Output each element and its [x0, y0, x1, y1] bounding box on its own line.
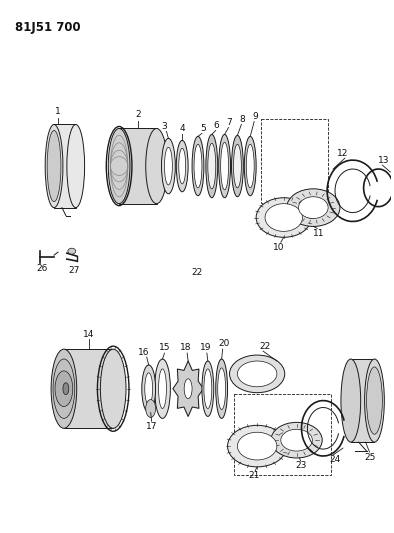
Text: 2: 2	[135, 110, 141, 119]
Ellipse shape	[246, 144, 254, 188]
Ellipse shape	[265, 204, 303, 231]
Ellipse shape	[158, 369, 166, 408]
Ellipse shape	[100, 349, 126, 429]
Bar	[54, 125, 76, 208]
Text: 15: 15	[159, 343, 170, 352]
Ellipse shape	[146, 128, 167, 204]
Ellipse shape	[108, 128, 130, 204]
Text: 16: 16	[138, 348, 149, 357]
Ellipse shape	[164, 147, 172, 185]
Ellipse shape	[256, 198, 311, 237]
Text: 4: 4	[179, 124, 185, 133]
Ellipse shape	[244, 136, 256, 196]
Text: 5: 5	[200, 124, 206, 133]
Bar	[234, 394, 331, 475]
Ellipse shape	[299, 197, 328, 219]
Text: 27: 27	[68, 266, 80, 276]
Ellipse shape	[216, 359, 228, 418]
Ellipse shape	[142, 365, 156, 413]
Text: 9: 9	[252, 112, 258, 121]
Text: 13: 13	[377, 156, 389, 165]
Ellipse shape	[221, 142, 229, 190]
Bar	[351, 359, 374, 442]
Ellipse shape	[202, 361, 214, 416]
Ellipse shape	[146, 400, 156, 417]
Ellipse shape	[47, 131, 61, 201]
Ellipse shape	[281, 429, 312, 451]
Ellipse shape	[287, 189, 340, 227]
Ellipse shape	[45, 125, 63, 208]
Text: 22: 22	[191, 269, 203, 278]
Text: 24: 24	[329, 456, 341, 464]
Text: 8: 8	[240, 115, 245, 124]
Bar	[261, 118, 328, 203]
Ellipse shape	[204, 369, 212, 408]
Text: 14: 14	[83, 330, 94, 339]
Ellipse shape	[271, 422, 322, 458]
Ellipse shape	[364, 359, 384, 442]
Ellipse shape	[238, 361, 277, 387]
Text: 10: 10	[273, 243, 284, 252]
Ellipse shape	[232, 135, 243, 197]
Ellipse shape	[208, 143, 216, 189]
Ellipse shape	[341, 359, 361, 442]
Ellipse shape	[53, 359, 75, 418]
Ellipse shape	[238, 432, 277, 460]
Polygon shape	[173, 361, 203, 416]
Text: 20: 20	[218, 338, 229, 348]
Ellipse shape	[68, 248, 76, 254]
Text: 12: 12	[337, 149, 349, 158]
Ellipse shape	[63, 383, 69, 394]
Ellipse shape	[145, 373, 152, 405]
Ellipse shape	[234, 144, 242, 188]
Ellipse shape	[176, 140, 188, 192]
Ellipse shape	[51, 349, 77, 429]
Ellipse shape	[179, 148, 186, 184]
Ellipse shape	[218, 368, 226, 409]
Ellipse shape	[67, 125, 85, 208]
Text: 6: 6	[214, 121, 219, 130]
Ellipse shape	[184, 379, 192, 399]
Text: 26: 26	[37, 264, 48, 273]
Ellipse shape	[194, 144, 202, 188]
Ellipse shape	[230, 355, 285, 393]
Ellipse shape	[206, 134, 218, 198]
Text: 3: 3	[162, 122, 167, 131]
Ellipse shape	[55, 371, 73, 407]
Text: 23: 23	[296, 462, 307, 471]
Text: 1: 1	[55, 107, 61, 116]
Bar	[119, 128, 156, 204]
Text: 17: 17	[146, 422, 157, 431]
Ellipse shape	[366, 367, 382, 434]
Ellipse shape	[154, 359, 170, 418]
Text: 11: 11	[312, 229, 324, 238]
Ellipse shape	[228, 425, 287, 467]
Ellipse shape	[219, 134, 230, 198]
Ellipse shape	[162, 139, 175, 194]
Text: 81J51 700: 81J51 700	[15, 21, 80, 34]
Text: 22: 22	[259, 342, 271, 351]
Ellipse shape	[192, 136, 204, 196]
Text: 18: 18	[180, 343, 192, 352]
Text: 21: 21	[249, 471, 260, 480]
Text: 7: 7	[227, 118, 232, 127]
Text: 19: 19	[200, 343, 212, 352]
Bar	[64, 349, 113, 429]
Text: 25: 25	[365, 454, 376, 463]
